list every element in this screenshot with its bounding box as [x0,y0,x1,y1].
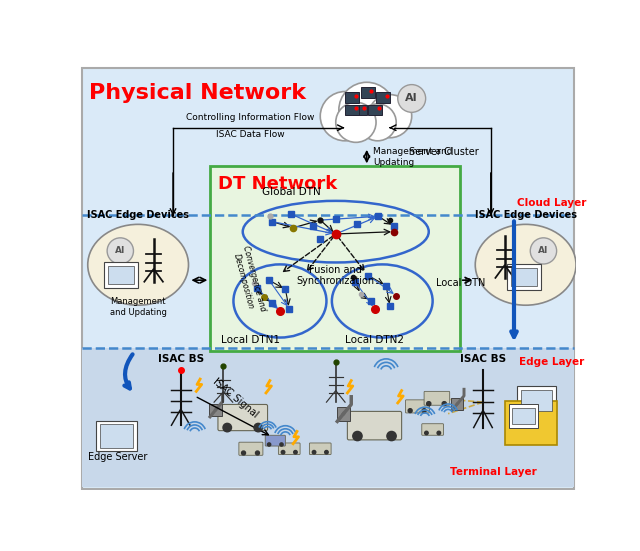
FancyBboxPatch shape [337,407,351,420]
Text: AI: AI [405,94,418,104]
Ellipse shape [476,224,576,305]
Text: ISAC Signal: ISAC Signal [211,376,259,419]
FancyBboxPatch shape [265,435,285,446]
Text: ISAC BS: ISAC BS [460,354,506,364]
Circle shape [359,104,396,141]
Circle shape [339,82,395,138]
Ellipse shape [88,224,189,305]
FancyBboxPatch shape [511,268,537,287]
FancyBboxPatch shape [376,93,390,103]
FancyBboxPatch shape [406,400,429,413]
FancyBboxPatch shape [521,390,552,412]
Text: ISAC Data Flow: ISAC Data Flow [216,130,285,139]
Circle shape [294,451,297,454]
Text: Convergence and
Decomposition: Convergence and Decomposition [231,245,267,315]
FancyBboxPatch shape [218,404,268,431]
FancyBboxPatch shape [209,403,222,416]
Circle shape [425,431,428,435]
Circle shape [282,451,285,454]
Text: Fusion and
Synchronization: Fusion and Synchronization [297,265,375,287]
FancyBboxPatch shape [96,420,136,451]
Circle shape [422,409,426,413]
Text: AI: AI [115,246,125,256]
FancyBboxPatch shape [511,408,535,424]
Circle shape [223,423,232,432]
Text: DT Network: DT Network [218,175,337,193]
Text: Local DTN: Local DTN [436,278,486,288]
Circle shape [531,238,557,264]
FancyBboxPatch shape [360,87,374,98]
Text: Edge Layer: Edge Layer [518,358,584,368]
FancyBboxPatch shape [239,442,263,455]
Circle shape [336,102,376,142]
FancyBboxPatch shape [309,443,331,455]
Circle shape [353,431,362,441]
FancyBboxPatch shape [368,105,382,115]
Circle shape [255,451,259,455]
Circle shape [387,431,396,441]
FancyBboxPatch shape [505,401,557,445]
Text: Edge Server: Edge Server [88,452,147,462]
Text: ISAC Edge Devices: ISAC Edge Devices [475,210,577,220]
Text: ISAC Edge Devices: ISAC Edge Devices [87,210,189,220]
Text: Physical Network: Physical Network [90,83,307,103]
FancyBboxPatch shape [100,424,132,447]
FancyBboxPatch shape [424,391,450,405]
Circle shape [312,451,316,454]
FancyBboxPatch shape [353,105,367,115]
FancyBboxPatch shape [422,424,444,435]
Circle shape [427,402,431,406]
FancyBboxPatch shape [104,262,138,288]
Circle shape [280,443,283,446]
Circle shape [397,85,426,112]
Circle shape [107,238,134,264]
Circle shape [254,423,262,432]
FancyBboxPatch shape [517,386,556,415]
Circle shape [268,443,271,446]
Text: Management
and Updating: Management and Updating [109,297,166,316]
Text: Server Cluster: Server Cluster [410,147,479,157]
FancyBboxPatch shape [507,264,541,290]
FancyBboxPatch shape [210,166,460,351]
FancyBboxPatch shape [345,105,359,115]
Text: AI: AI [538,246,548,256]
FancyBboxPatch shape [345,93,359,103]
Circle shape [437,431,440,435]
Text: Local DTN1: Local DTN1 [221,334,280,344]
FancyBboxPatch shape [108,266,134,284]
FancyBboxPatch shape [348,412,402,440]
FancyBboxPatch shape [509,404,538,428]
Circle shape [320,91,370,141]
FancyBboxPatch shape [451,398,463,410]
Text: Global DTN: Global DTN [262,187,321,197]
FancyBboxPatch shape [278,443,300,455]
Circle shape [442,402,446,406]
Circle shape [324,451,328,454]
Circle shape [368,95,412,138]
Circle shape [408,409,412,413]
FancyBboxPatch shape [81,348,575,487]
Text: ISAC BS: ISAC BS [157,354,204,364]
Circle shape [241,451,246,455]
Text: Controlling Information Flow: Controlling Information Flow [186,112,315,122]
FancyBboxPatch shape [81,68,575,489]
Text: Cloud Layer: Cloud Layer [516,198,586,208]
Text: Management and
Updating: Management and Updating [373,147,452,167]
Text: Local DTN2: Local DTN2 [345,334,404,344]
Text: Terminal Layer: Terminal Layer [451,467,537,477]
